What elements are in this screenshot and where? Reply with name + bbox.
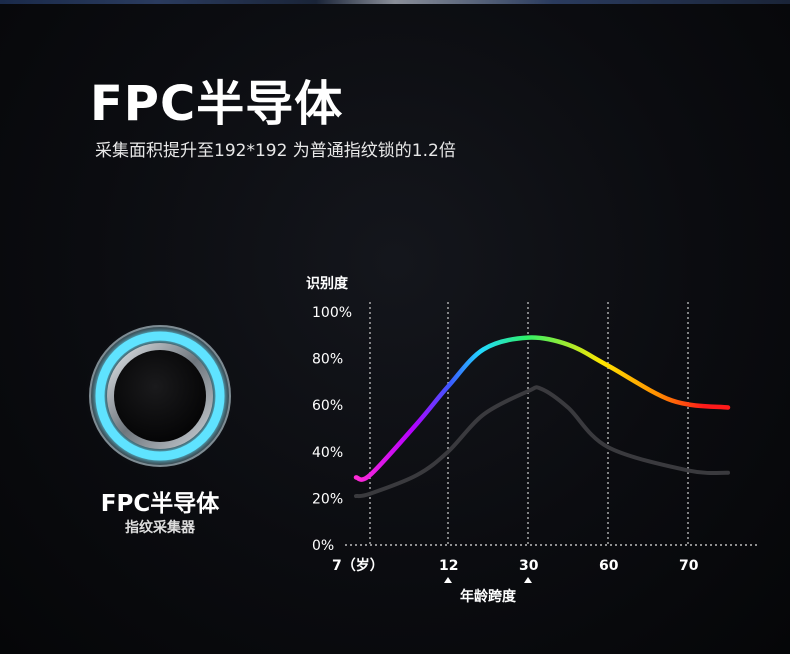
page-title: FPC半导体 [90, 76, 344, 132]
series-line-rainbow [353, 335, 731, 482]
chart-series [353, 335, 731, 499]
x-tick-label: 7（岁） [332, 557, 384, 574]
x-tick-marker [444, 577, 452, 583]
y-tick-label: 0% [312, 538, 334, 554]
sensor-title: FPC半导体 [100, 491, 220, 517]
y-tick-label: 40% [312, 445, 343, 461]
x-axis-title: 年龄跨度 [460, 588, 517, 605]
series-line-gray [354, 385, 730, 499]
chart-grid [369, 302, 689, 545]
x-tick-label: 60 [599, 558, 619, 574]
sensor-subtitle: 指纹采集器 [125, 520, 195, 536]
y-tick-label: 80% [312, 352, 343, 368]
top-banner-strip [0, 0, 790, 4]
y-tick-label: 60% [312, 398, 343, 414]
x-tick-label: 12 [439, 558, 458, 574]
y-tick-label: 100% [312, 305, 352, 321]
page-subtitle: 采集面积提升至192*192 为普通指纹锁的1.2倍 [95, 141, 456, 161]
fingerprint-sensor-icon [82, 318, 238, 474]
x-tick-label: 30 [519, 558, 539, 574]
x-tick-label: 70 [679, 558, 699, 574]
y-tick-label: 20% [312, 491, 343, 507]
x-tick-marker [524, 577, 532, 583]
y-axis-title: 识别度 [306, 275, 349, 292]
chart-labels: 0% 20% 40% 60% 80% 100% 识别度 7（岁） 12 30 60 70 年龄跨度 [306, 275, 699, 605]
